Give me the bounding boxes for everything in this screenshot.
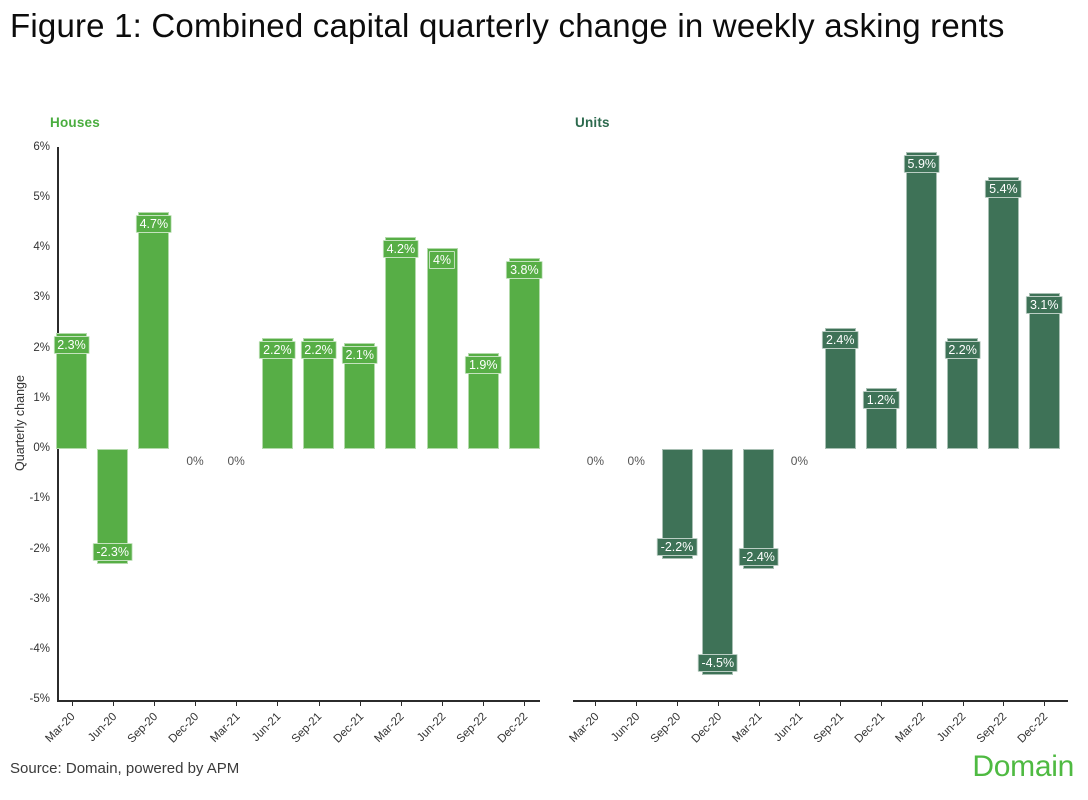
y-axis-tick-label: 0%: [33, 442, 50, 455]
bar-label: 2.1%: [341, 346, 378, 365]
page-title: Figure 1: Combined capital quarterly cha…: [10, 7, 1005, 44]
bar-label: 3.8%: [506, 260, 543, 279]
bar-label: -2.4%: [738, 548, 779, 567]
x-axis-tick: [277, 701, 279, 706]
x-axis-tick: [442, 701, 444, 706]
bar-label: 2.2%: [259, 341, 296, 359]
bar: [987, 177, 1019, 449]
units-chart-title: Units: [575, 115, 610, 130]
bar: [1028, 292, 1060, 449]
x-axis-label: Sep-20: [648, 710, 684, 746]
x-axis-label: Sep-21: [811, 710, 847, 746]
x-axis-label: Mar-20: [567, 710, 602, 746]
houses-chart-title: Houses: [50, 115, 100, 130]
x-axis-label: Mar-21: [730, 710, 765, 746]
x-axis-tick: [636, 701, 638, 706]
x-axis-tick: [1003, 701, 1005, 706]
y-axis-tick-label: 5%: [33, 190, 50, 203]
bar-label: 1.9%: [464, 356, 502, 375]
x-axis: [573, 700, 1068, 702]
bar: [702, 448, 734, 675]
x-axis-tick: [400, 701, 402, 706]
y-axis-tick-label: -2%: [29, 542, 50, 555]
y-axis-tick-label: -4%: [29, 643, 50, 656]
bar-label: 4.7%: [135, 215, 173, 234]
y-axis-tick-label: -5%: [29, 693, 50, 706]
x-axis-label: Dec-20: [689, 710, 725, 746]
y-axis-tick-label: 2%: [33, 341, 50, 354]
x-axis-label: Jun-22: [935, 710, 969, 745]
x-axis-label: Dec-21: [852, 710, 888, 746]
x-axis-label: Sep-22: [974, 710, 1010, 746]
x-axis-tick: [758, 701, 760, 706]
bar-label: -2.3%: [92, 543, 133, 562]
y-axis-tick-label: 6%: [33, 140, 50, 153]
bar-label: 5.4%: [985, 180, 1022, 199]
bar-label: 4.2%: [382, 240, 420, 259]
x-axis-label: Mar-22: [893, 710, 929, 746]
bar-label: -4.5%: [697, 653, 739, 672]
zero-value-label: 0%: [227, 453, 245, 468]
x-axis-tick: [236, 701, 238, 706]
x-axis-tick: [524, 701, 526, 706]
x-axis-tick: [717, 701, 719, 706]
y-axis-tick-label: -3%: [29, 592, 50, 605]
source-text: Source: Domain, powered by APM: [10, 760, 240, 777]
x-axis-label: Jun-20: [609, 710, 643, 745]
zero-value-label: 0%: [586, 453, 605, 468]
x-axis-tick: [1044, 701, 1046, 706]
bar: [508, 257, 540, 449]
bar-label: 2.3%: [53, 335, 90, 354]
x-axis-tick: [112, 701, 114, 706]
x-axis: [57, 700, 540, 702]
x-axis-tick: [921, 701, 923, 706]
x-axis-tick: [840, 701, 842, 706]
x-axis-tick: [153, 701, 155, 706]
bar-label: 4%: [428, 250, 456, 269]
bar-label: 2.4%: [821, 330, 859, 349]
zero-value-label: 0%: [790, 453, 809, 468]
x-axis-tick: [195, 701, 196, 706]
x-axis-tick: [881, 701, 882, 706]
x-axis-label: Dec-22: [1015, 710, 1051, 746]
bar: [385, 237, 417, 449]
domain-logo: Domain: [972, 750, 1074, 783]
zero-value-label: 0%: [186, 453, 204, 468]
bar-label: -2.2%: [656, 538, 698, 557]
x-axis-tick: [71, 701, 73, 706]
x-axis-tick: [359, 701, 361, 706]
x-axis-tick: [677, 701, 678, 706]
y-axis-tick-label: 1%: [33, 391, 50, 404]
y-axis-tick-label: 3%: [33, 291, 50, 304]
bar: [138, 212, 170, 449]
bar: [906, 152, 938, 449]
bar: [426, 247, 458, 449]
y-axis-tick-label: -1%: [29, 492, 50, 505]
bar-label: 1.2%: [862, 391, 900, 410]
bar-label: 2.2%: [300, 341, 337, 359]
bar-label: 5.9%: [903, 155, 941, 173]
y-axis-tick-label: 4%: [33, 241, 50, 254]
x-axis-tick: [595, 701, 597, 706]
x-axis-tick: [318, 701, 320, 706]
zero-value-label: 0%: [627, 453, 645, 468]
bar-label: 3.1%: [1025, 295, 1063, 314]
x-axis-tick: [962, 701, 964, 706]
x-axis-label: Jun-21: [772, 710, 806, 745]
x-axis-tick: [799, 701, 801, 706]
x-axis-tick: [483, 701, 485, 706]
bar-label: 2.2%: [944, 341, 981, 359]
